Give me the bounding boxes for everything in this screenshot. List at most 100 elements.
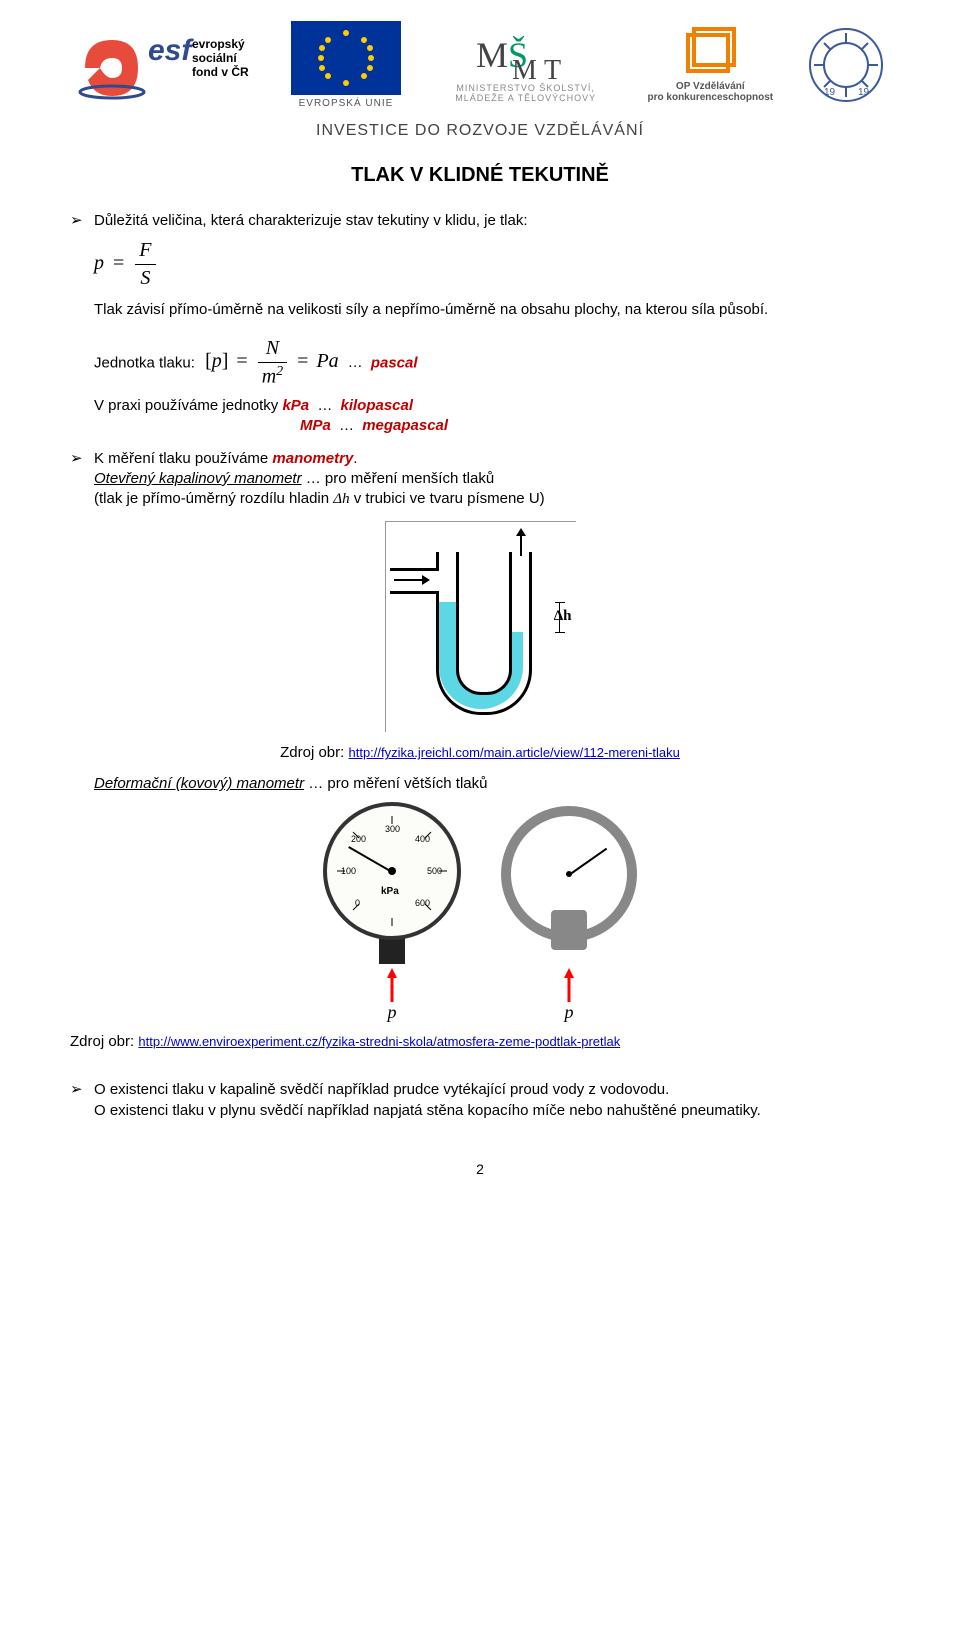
gauge-p-arrow: p [562, 968, 576, 1023]
formula-frac: F S [135, 237, 155, 292]
page: esf evropský sociální fond v ČR EVROPSKÁ [0, 0, 960, 1217]
svg-text:sociální: sociální [192, 51, 237, 65]
formula-num: F [135, 237, 155, 265]
svg-text:600: 600 [415, 898, 430, 908]
bourdon-body [501, 806, 637, 942]
bourdon-block [551, 910, 587, 950]
b2-l3a: (tlak je přímo-úměrný rozdílu hladin [94, 490, 333, 507]
svg-text:evropský: evropský [192, 37, 245, 51]
b2-l1c: . [353, 450, 357, 467]
p-label: p [388, 1002, 397, 1023]
gauge-bourdon: p [501, 806, 637, 1023]
figure-manometer: Δh [70, 521, 890, 732]
deform-b: … pro měření větších tlaků [304, 775, 487, 792]
svg-text:400: 400 [415, 834, 430, 844]
manometer-diagram: Δh [385, 521, 576, 732]
svg-text:0: 0 [355, 898, 360, 908]
msmt-line1: MINISTERSTVO ŠKOLSTVÍ, [456, 83, 595, 93]
b1-unit-line: Jednotka tlaku: [p] = N m2 = Pa … pascal [94, 335, 890, 391]
bullet-marker: ➢ [70, 211, 94, 231]
b1-mpa-line: MPa … megapascal [300, 416, 890, 436]
bullet-1: ➢ Důležitá veličina, která charakterizuj… [70, 211, 890, 437]
page-title: TLAK V KLIDNÉ TEKUTINĚ [70, 164, 890, 187]
fig1-link[interactable]: http://fyzika.jreichl.com/main.article/v… [348, 745, 679, 760]
bullet-3: ➢ O existenci tlaku v kapalině svědčí na… [70, 1080, 890, 1121]
unit-rbr: ] [222, 350, 229, 372]
formula-lhs: p [94, 252, 104, 274]
unit-pre: Jednotka tlaku: [94, 354, 195, 371]
deform-line: Deformační (kovový) manometr … pro měřen… [94, 775, 890, 792]
unit-dots: … [348, 354, 363, 371]
op-line2: pro konkurenceschopnost [648, 92, 774, 103]
svg-text:T: T [544, 55, 561, 83]
unit-eq: = [236, 350, 247, 372]
b1-formula: p = F S [94, 237, 890, 292]
unit-num: N [258, 335, 287, 363]
unit-lbr: [ [205, 350, 212, 372]
b2-line1: K měření tlaku používáme manometry. [94, 449, 890, 469]
kpa: kPa [282, 397, 309, 414]
logo-esf: esf evropský sociální fond v ČR [70, 20, 260, 110]
header-logo-strip: esf evropský sociální fond v ČR EVROPSKÁ [70, 20, 890, 110]
fig1-caption-pre: Zdroj obr: [280, 744, 348, 761]
bullet-marker: ➢ [70, 449, 94, 469]
op-line1: OP Vzdělávání [676, 81, 745, 92]
megapascal: megapascal [362, 417, 448, 434]
gauge-p-arrow: p [385, 968, 399, 1023]
formula-eq: = [113, 252, 124, 274]
b1-praxi: V praxi používáme jednotky kPa … kilopas… [94, 396, 890, 416]
bullet-1-content: Důležitá veličina, která charakterizuje … [94, 211, 890, 437]
kpa-dots: … [317, 397, 332, 414]
logo-eu: EVROPSKÁ UNIE [272, 20, 420, 110]
svg-text:19: 19 [858, 87, 870, 98]
b2-l1a: K měření tlaku používáme [94, 450, 272, 467]
bullet-marker: ➢ [70, 1080, 94, 1100]
b3-line1: O existenci tlaku v kapalině svědčí např… [94, 1080, 890, 1100]
figure-gauges: 300 400 500 600 200 100 0 kPa p [70, 802, 890, 1023]
svg-text:500: 500 [427, 866, 442, 876]
svg-text:200: 200 [351, 834, 366, 844]
arrow-in-icon [394, 573, 430, 587]
esf-text: esf [148, 34, 194, 67]
logo-msmt: M Š M T MINISTERSTVO ŠKOLSTVÍ, MLÁDEŽE A… [432, 20, 619, 110]
b2-l3b: v trubici ve tvaru písmene U) [350, 490, 545, 507]
kilopascal: kilopascal [340, 397, 413, 414]
mpa: MPa [300, 417, 331, 434]
b2-line2: Otevřený kapalinový manometr … pro měřen… [94, 469, 890, 489]
unit-eq2: = [297, 350, 308, 372]
bullet-2: ➢ K měření tlaku používáme manometry. Ot… [70, 449, 890, 510]
arrow-up-icon [385, 968, 399, 1002]
bullet-2-content: K měření tlaku používáme manometry. Otev… [94, 449, 890, 510]
unit-den-m: m [262, 365, 276, 387]
unit-pa: Pa [316, 350, 338, 372]
unit-pascal: pascal [371, 354, 418, 371]
b2-dh: Δh [333, 491, 349, 507]
svg-text:100: 100 [341, 866, 356, 876]
arrow-up-icon [562, 968, 576, 1002]
p-label: p [565, 1002, 574, 1023]
praxi-a: V praxi používáme jednotky [94, 397, 282, 414]
msmt-line2: MLÁDEŽE A TĚLOVÝCHOVY [455, 93, 596, 103]
page-number: 2 [70, 1161, 890, 1177]
unit-p: p [212, 350, 222, 372]
fig2-link[interactable]: http://www.enviroexperiment.cz/fyzika-st… [138, 1034, 620, 1049]
gauge-face: 300 400 500 600 200 100 0 kPa [323, 802, 461, 940]
formula-den: S [135, 265, 155, 292]
svg-text:kPa: kPa [381, 886, 399, 897]
svg-text:fond v ČR: fond v ČR [192, 64, 249, 79]
unit-den-exp: 2 [276, 364, 283, 379]
svg-text:M: M [476, 35, 508, 75]
svg-text:300: 300 [385, 824, 400, 834]
b1-text-b: Tlak závisí přímo-úměrně na velikosti sí… [94, 300, 890, 320]
fig2-caption: Zdroj obr: http://www.enviroexperiment.c… [70, 1033, 890, 1050]
svg-text:19: 19 [824, 87, 836, 98]
b2-l2a: Otevřený kapalinový manometr [94, 470, 302, 487]
b2-l2b: … pro měření menších tlaků [302, 470, 495, 487]
gauge-stem [379, 938, 405, 964]
b2-line3: (tlak je přímo-úměrný rozdílu hladin Δh … [94, 489, 890, 509]
deform-a: Deformační (kovový) manometr [94, 775, 304, 792]
b1-text-a: Důležitá veličina, která charakterizuje … [94, 211, 890, 231]
eu-label: EVROPSKÁ UNIE [299, 98, 394, 109]
fig1-caption: Zdroj obr: http://fyzika.jreichl.com/mai… [70, 744, 890, 761]
header-tagline: INVESTICE DO ROZVOJE VZDĚLÁVÁNÍ [70, 122, 890, 140]
